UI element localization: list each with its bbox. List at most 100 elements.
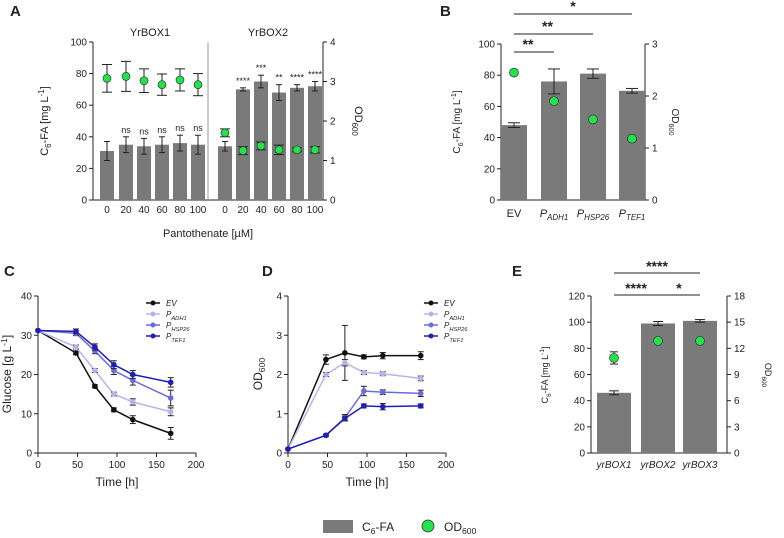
a-od-point [102,73,112,83]
d-legend-label: EV [444,299,455,308]
d-legend-label: PADH1 [444,310,465,322]
a-x-tick-label: 80 [174,205,186,216]
e-y2-tick-label: 6 [734,396,740,407]
c-y-label: Glucose [g L-1] [0,335,14,413]
e-y-tick-label: 60 [574,370,586,381]
d-series-line [287,390,421,450]
d-data-point [342,350,348,356]
a-y-tick-label: 80 [76,69,88,80]
c-data-point [167,408,174,415]
e-y2-tick-label: 15 [734,318,746,329]
d-x-tick-label: 150 [398,460,415,471]
d-y-tick-label: 1 [276,409,282,420]
a-bar [308,86,322,200]
panel-a-letter: A [10,3,21,20]
b-y-tick-label: 20 [484,164,496,175]
a-y2-tick-label: 1 [330,156,336,167]
d-data-point [417,352,424,359]
b-significance-label: ** [523,36,534,52]
a-x-tick-label: 60 [156,205,168,216]
d-data-point [417,390,424,397]
b-y-tick-label: 0 [489,196,495,207]
a-significance-label: **** [236,76,251,86]
a-y2-tick-label: 4 [330,38,336,49]
c-data-point [111,361,117,368]
a-x-tick-label: 20 [237,205,249,216]
d-data-point [342,359,348,366]
b-y-tick-label: 40 [484,133,496,144]
a-bar [100,151,114,200]
e-y2-tick-label: 3 [734,422,740,433]
c-data-point [92,367,98,374]
d-data-point [361,403,367,409]
d-legend-marker [428,322,434,328]
d-data-point [361,354,367,360]
e-y-tick-label: 120 [568,292,585,303]
a-x-tick-label: 40 [138,205,150,216]
d-data-point [380,403,386,410]
b-bar [619,90,645,200]
a-significance-label: **** [290,73,305,83]
d-y-label: OD600 [251,358,267,391]
b-x-tick-label: PADH1 [540,208,568,222]
legend-c6fa-swatch [323,520,353,533]
a-x-tick-label: 80 [291,205,303,216]
d-series-line [287,361,421,450]
c-series-line [37,329,171,384]
b-od-point [509,67,519,78]
d-legend-marker [428,333,434,339]
c-legend-label: PADH1 [166,310,187,322]
e-y-tick-label: 100 [568,318,585,329]
e-y-label: C6-FA [mg L-1] [539,347,553,404]
c-legend-marker [150,311,156,317]
a-y2-tick-label: 0 [330,196,336,207]
e-bar [597,392,631,453]
panel-e-letter: E [512,263,522,280]
e-od-point [609,353,619,363]
e-y2-label: OD600 [760,363,773,388]
c-data-point [130,377,136,384]
d-data-point [342,415,348,422]
d-x-label: Time [h] [346,475,389,489]
b-bar [501,125,527,200]
panel-e-chart: 0 20 40 60 80 100 120 0 3 6 9 12 15 18 C6-FA [mg L-1] O… [539,258,773,471]
c-data-point [130,416,136,423]
legend-od-label: OD600 [444,520,477,536]
c-y-tick-label: 0 [26,449,32,460]
b-y2-tick-label: 1 [652,144,658,155]
b-y-label: C6-FA [mg L-1] [449,90,465,153]
panel-d-letter: D [262,263,273,280]
b-significance-label: ** [542,18,553,34]
b-y2-tick-label: 2 [652,92,658,103]
e-y2-tick-label: 0 [734,449,740,460]
a-significance-label: ns [121,125,131,135]
panel-c-letter: C [4,263,15,280]
b-bar [580,73,606,200]
panel-c-chart: 0 10 20 30 40 0 50 100 150 200 Time [h] EV PADH1PHSP… [0,292,205,490]
d-y-tick-label: 2 [276,370,282,381]
a-x-label: Pantothenate [µM] [163,228,253,240]
a-x-tick-label: 40 [255,205,267,216]
d-y-tick-label: 0 [276,449,282,460]
a-bar [119,144,133,200]
c-legend-label: PTEF1 [166,332,185,344]
d-y-tick-label: 4 [276,292,282,303]
d-legend-label: PHSP26 [444,321,468,333]
c-data-point [111,391,117,397]
d-data-point [323,356,329,363]
a-od-point [157,80,167,90]
d-data-point [417,403,424,409]
c-data-point [92,348,98,354]
panel-a-chart: 0 20 40 60 80 100 0 1 2 3 4 C6-FA [mg L-1] OD600 YrBO… [37,27,364,240]
e-od-point [653,336,663,346]
d-data-point [285,446,291,452]
b-y-tick-label: 60 [484,102,496,113]
a-od-point [121,72,131,81]
d-legend-marker [428,311,434,317]
c-data-point [130,371,136,378]
a-x-tick-label: 0 [104,205,110,216]
a-significance-label: ns [139,126,149,136]
a-y-tick-label: 20 [76,164,88,175]
a-y2-tick-label: 2 [330,117,336,128]
